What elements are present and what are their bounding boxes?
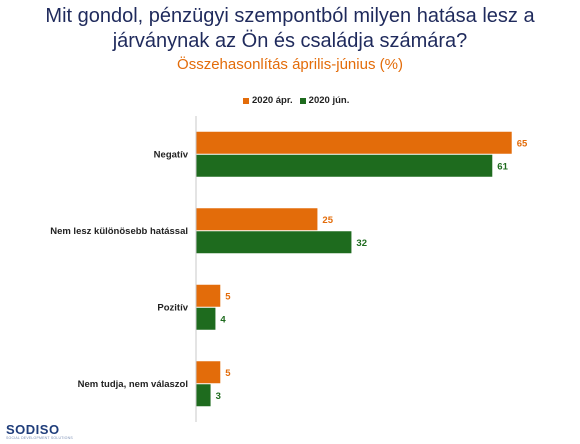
data-label-apr: 5 (225, 368, 231, 379)
legend-item-jun: 2020 jún. (299, 95, 350, 106)
title-block: Mit gondol, pénzügyi szempontból milyen … (0, 4, 580, 74)
bar-apr (196, 131, 512, 154)
bar-jun (196, 231, 352, 254)
category-label: Pozitív (157, 302, 188, 313)
logo-tagline: SOCIAL DEVELOPMENT SOLUTIONS (6, 436, 73, 440)
data-label-jun: 3 (216, 391, 221, 402)
data-label-jun: 4 (220, 314, 226, 325)
bar-jun (196, 154, 493, 177)
legend: 2020 ápr. 2020 jún. (243, 95, 356, 106)
legend-label-jun: 2020 jún. (308, 95, 350, 106)
legend-swatch-apr (243, 97, 249, 104)
bar-apr (196, 361, 221, 384)
category-label: Nem lesz különösebb hatással (50, 226, 188, 237)
chart-title-line-2: járványnak az Ön és családja számára? (112, 30, 468, 52)
legend-label-apr: 2020 ápr. (252, 95, 293, 106)
sodiso-logo: SODISO SOCIAL DEVELOPMENT SOLUTIONS (6, 423, 73, 440)
data-label-jun: 32 (356, 238, 367, 249)
bar-jun (196, 384, 211, 407)
category-label: Nem tudja, nem válaszol (78, 379, 188, 390)
logo-text: SODISO (6, 422, 60, 437)
data-label-jun: 61 (497, 161, 508, 172)
category-label: Negatív (154, 149, 189, 160)
legend-item-apr: 2020 ápr. (243, 95, 293, 106)
data-label-apr: 25 (322, 215, 333, 226)
bar-apr (196, 208, 318, 231)
chart-subtitle: Összehasonlítás április-június (%) (177, 56, 403, 73)
data-label-apr: 65 (517, 138, 528, 149)
chart-title-line-1: Mit gondol, pénzügyi szempontból milyen … (45, 5, 535, 27)
data-label-apr: 5 (225, 291, 231, 302)
bar-apr (196, 284, 221, 307)
bar-jun (196, 307, 216, 330)
legend-swatch-jun (299, 97, 306, 104)
